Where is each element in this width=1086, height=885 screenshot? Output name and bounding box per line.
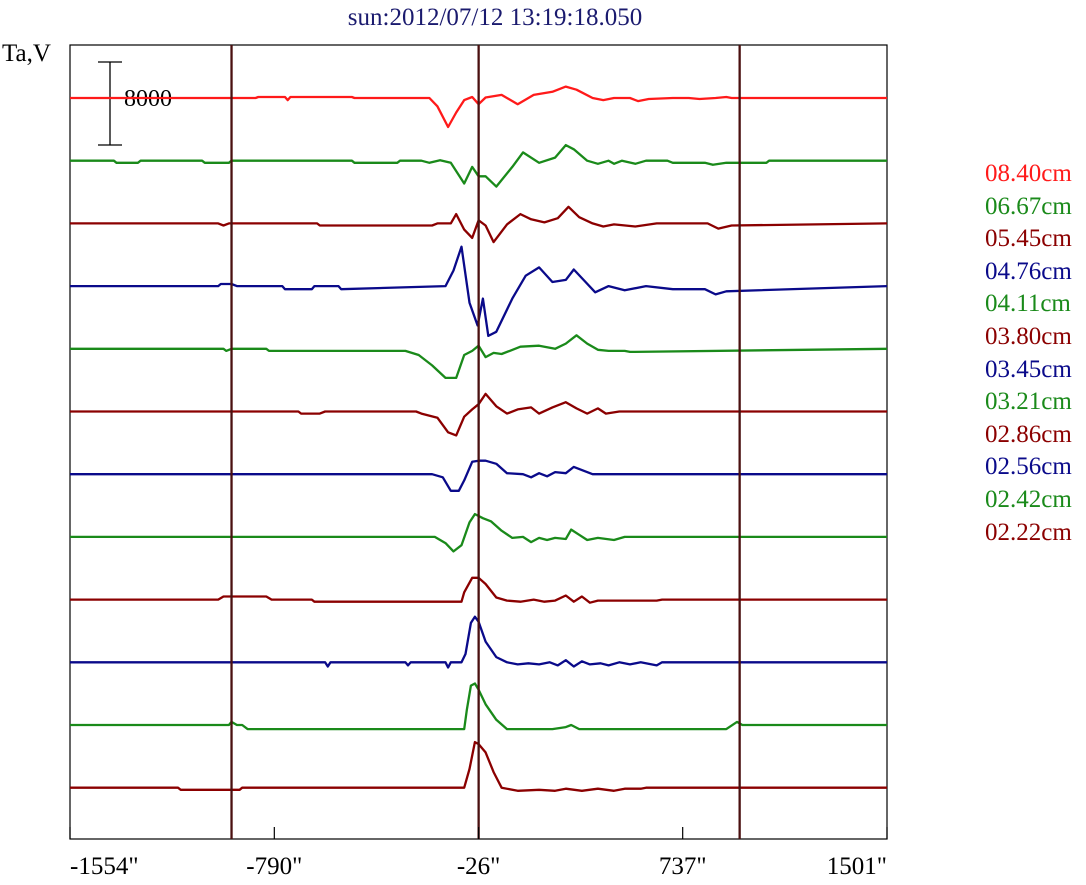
legend-item: 03.45cm: [985, 355, 1072, 383]
series-line-03-21cm: [70, 512, 887, 553]
legend-item: 02.22cm: [985, 518, 1072, 546]
x-tick-label: -1554": [70, 853, 139, 880]
legend-item: 02.56cm: [985, 453, 1072, 481]
legend-item: 03.80cm: [985, 322, 1072, 350]
legend-item: 02.42cm: [985, 485, 1072, 513]
legend-item: 05.45cm: [985, 225, 1072, 253]
x-tick-label: -790": [246, 853, 302, 880]
legend-item: 03.21cm: [985, 388, 1072, 416]
legend-item: 04.11cm: [985, 290, 1071, 318]
series-line-04-76cm: [70, 245, 888, 338]
x-tick-label: -26": [457, 853, 501, 880]
x-tick-label: 737": [659, 853, 707, 880]
legend-item: 04.76cm: [985, 257, 1072, 285]
series-line-06-67cm: [70, 143, 887, 188]
legend-item: 08.40cm: [985, 160, 1072, 187]
chart-title: sun:2012/07/12 13:19:18.050: [347, 4, 643, 31]
legend: 08.40cm 06.67cm 05.45cm 04.76cm 04.11cm 03.80…: [985, 158, 1072, 549]
legend-item: 06.67cm: [985, 192, 1072, 220]
series-line-03-45cm: [70, 459, 887, 492]
series-line-02-42cm: [70, 682, 887, 731]
series-line-08-40cm: [70, 85, 887, 129]
series-line-03-80cm: [70, 392, 887, 437]
series-line-02-56cm: [70, 615, 887, 669]
legend-item: 02.86cm: [985, 420, 1072, 448]
series-line-05-45cm: [70, 205, 888, 244]
scale-bar: [98, 61, 122, 146]
x-tick-label: 1501": [827, 853, 887, 880]
y-axis-label: Ta,V: [2, 40, 51, 67]
series-line-04-11cm: [70, 334, 888, 380]
series-line-02-22cm: [70, 740, 887, 792]
series-line-02-86cm: [70, 576, 887, 604]
